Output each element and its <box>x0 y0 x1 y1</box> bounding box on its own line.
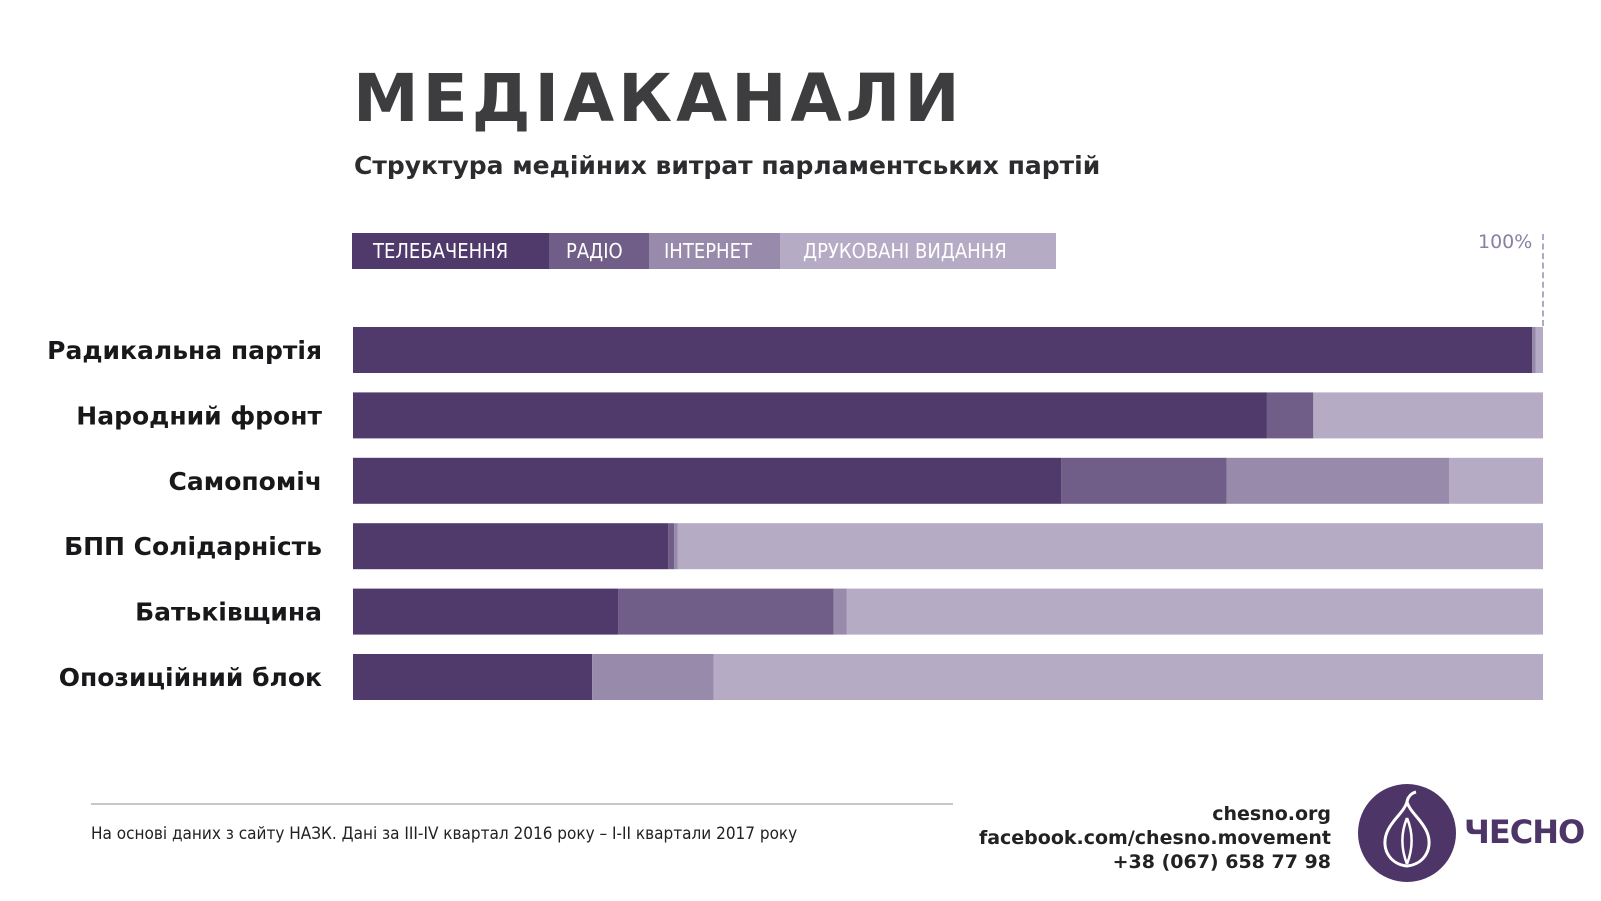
bar-segment <box>353 327 1533 373</box>
logo-text: ЧЕСНО <box>1464 813 1585 851</box>
bar-segment <box>353 523 669 570</box>
bar-segment <box>1535 327 1543 373</box>
bar-segment <box>846 588 1543 635</box>
contacts: chesno.org facebook.com/chesno.movement … <box>979 802 1331 874</box>
bar-segment <box>353 654 593 700</box>
legend-item-print: ДРУКОВАНІ ВИДАННЯ <box>780 233 1056 269</box>
category-label: Самопоміч <box>169 467 322 496</box>
chart-title: МЕДІАКАНАЛИ <box>353 60 964 137</box>
bar-segment <box>668 523 675 570</box>
legend-item-radio: РАДІО <box>549 233 649 269</box>
phone-number: +38 (067) 658 77 98 <box>1112 851 1331 873</box>
bar-segment <box>677 523 1543 570</box>
bar-segment <box>353 457 1062 504</box>
bar-segment <box>353 392 1267 439</box>
bar-segment <box>713 654 1543 700</box>
category-label: Радикальна партія <box>47 336 322 365</box>
category-label: БПП Солідарність <box>64 532 322 561</box>
reference-100-line <box>1542 234 1544 326</box>
bar-segment <box>1061 457 1227 504</box>
legend-item-internet: ІНТЕРНЕТ <box>649 233 780 269</box>
bar-segment <box>592 654 714 700</box>
footer-divider <box>91 803 953 805</box>
bar-segment <box>674 523 678 570</box>
bar-segment <box>618 588 834 635</box>
category-label: Батьківщина <box>135 598 322 627</box>
chart-subtitle: Структура медійних витрат парламентських… <box>354 151 1101 180</box>
garlic-icon <box>1383 790 1431 868</box>
source-note: На основі даних з сайту НАЗК. Дані за II… <box>91 824 798 844</box>
bar-segment <box>1313 392 1543 439</box>
bar-segment <box>1532 327 1536 373</box>
facebook-link[interactable]: facebook.com/chesno.movement <box>978 827 1331 849</box>
category-label: Опозиційний блок <box>59 663 322 692</box>
garlic-logo-icon <box>1358 784 1456 882</box>
legend: ТЕЛЕБАЧЕННЯ РАДІО ІНТЕРНЕТ ДРУКОВАНІ ВИД… <box>352 233 1056 269</box>
bar-segment <box>1448 457 1543 504</box>
bar-segment <box>1266 392 1314 439</box>
bar-segment <box>833 588 847 635</box>
category-label: Народний фронт <box>76 401 322 430</box>
bar-segment <box>353 588 619 635</box>
reference-100-label: 100% <box>1478 231 1533 253</box>
site-link[interactable]: chesno.org <box>1212 803 1331 825</box>
bar-segment <box>1226 457 1449 504</box>
legend-item-tv: ТЕЛЕБАЧЕННЯ <box>352 233 549 269</box>
